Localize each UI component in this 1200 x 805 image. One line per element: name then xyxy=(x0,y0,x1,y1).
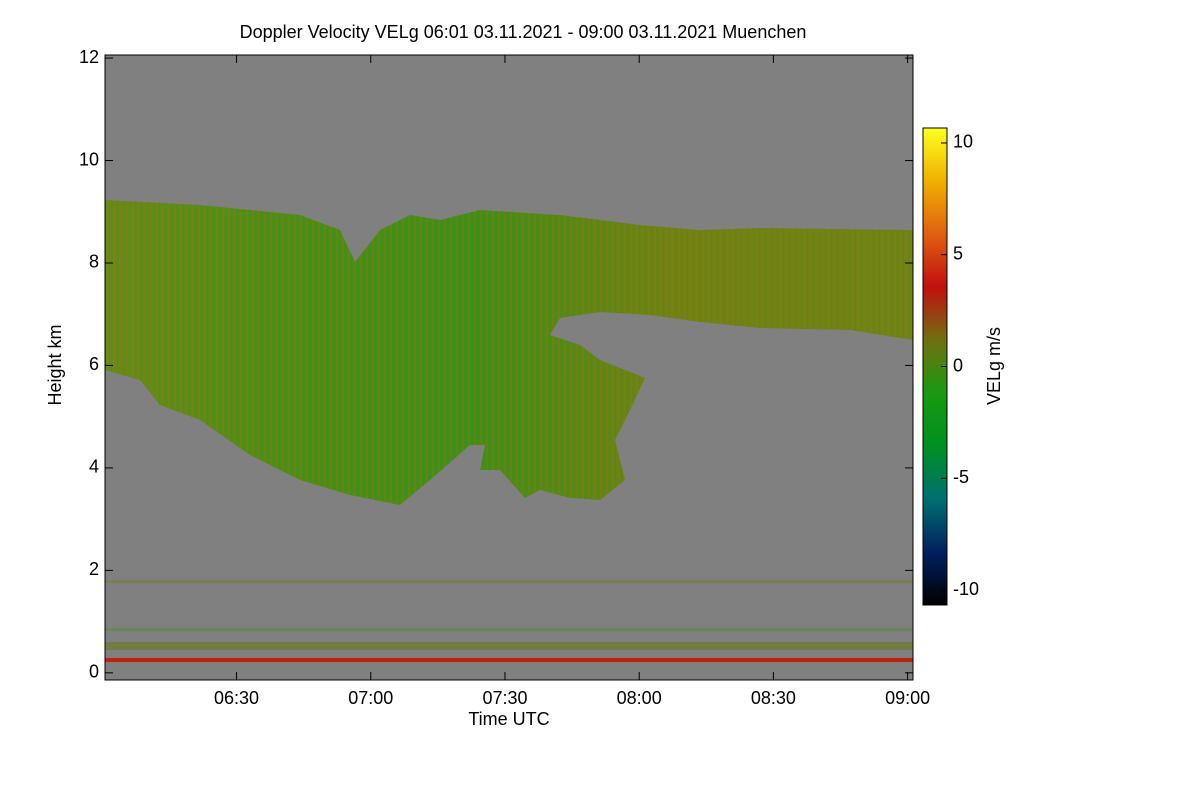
clutter xyxy=(105,580,913,583)
clutter xyxy=(105,642,913,650)
y-tick-label: 10 xyxy=(79,149,99,169)
y-tick-label: 2 xyxy=(89,559,99,579)
x-tick-label: 06:30 xyxy=(214,688,259,708)
x-tick-label: 09:00 xyxy=(885,688,930,708)
colorbar-tick-label: -10 xyxy=(953,579,979,599)
colorbar-tick-label: 0 xyxy=(953,355,963,375)
x-tick-label: 07:30 xyxy=(482,688,527,708)
colorbar-tick-label: -5 xyxy=(953,467,969,487)
chart-title: Doppler Velocity VELg 06:01 03.11.2021 -… xyxy=(240,22,807,42)
y-tick-label: 4 xyxy=(89,457,99,477)
colorbar-label: VELg m/s xyxy=(984,327,1004,405)
x-tick-label: 08:00 xyxy=(617,688,662,708)
echo-field xyxy=(105,200,913,662)
plot-frame xyxy=(104,54,914,681)
x-tick-label: 07:00 xyxy=(348,688,393,708)
colorbar-tick-label: 10 xyxy=(953,132,973,152)
cloud-texture xyxy=(105,200,913,505)
x-tick-label: 08:30 xyxy=(751,688,796,708)
y-tick-label: 6 xyxy=(89,354,99,374)
colorbar-tick-label: 5 xyxy=(953,243,963,263)
y-tick-label: 0 xyxy=(89,662,99,682)
y-tick-label: 8 xyxy=(89,252,99,272)
y-axis-label: Height km xyxy=(45,324,65,405)
clutter xyxy=(105,658,913,662)
clutter xyxy=(105,628,913,631)
x-axis-label: Time UTC xyxy=(468,709,549,729)
y-tick-label: 12 xyxy=(79,47,99,67)
